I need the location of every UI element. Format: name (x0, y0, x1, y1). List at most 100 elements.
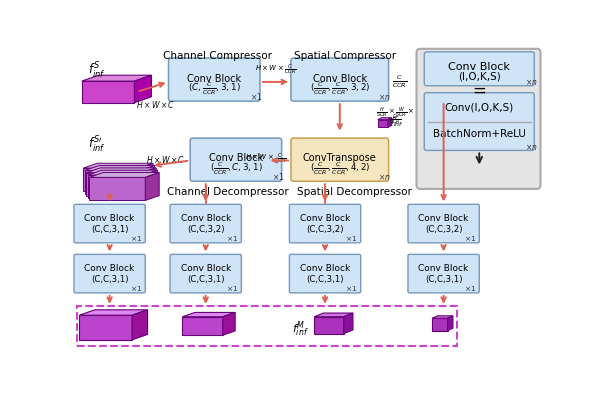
Text: Conv Block: Conv Block (448, 62, 510, 71)
Text: $\times 1$: $\times 1$ (345, 283, 358, 292)
Text: Conv(I,O,K,S): Conv(I,O,K,S) (445, 102, 514, 112)
FancyBboxPatch shape (289, 205, 361, 243)
FancyBboxPatch shape (408, 205, 480, 243)
Text: $H \times W \times \frac{C}{CCR}$: $H \times W \times \frac{C}{CCR}$ (245, 152, 286, 166)
Text: (C,C,3,2): (C,C,3,2) (425, 224, 463, 233)
Text: $(C,\frac{C}{CCR},3,1)$: $(C,\frac{C}{CCR},3,1)$ (188, 81, 240, 97)
Polygon shape (378, 118, 392, 120)
Text: (C,C,3,1): (C,C,3,1) (306, 274, 344, 283)
FancyBboxPatch shape (74, 255, 145, 293)
Text: $\times 1$: $\times 1$ (130, 283, 142, 292)
Text: $\frac{C}{CCR}$: $\frac{C}{CCR}$ (392, 74, 407, 90)
Polygon shape (139, 164, 153, 192)
Text: $\frac{C}{CCR}$: $\frac{C}{CCR}$ (390, 112, 402, 126)
Text: $f_{inf}^{S\prime}$: $f_{inf}^{S\prime}$ (88, 134, 106, 154)
Text: $\times 1$: $\times 1$ (464, 233, 476, 242)
Bar (77, 306, 457, 346)
Text: Conv Block: Conv Block (313, 74, 367, 84)
Polygon shape (85, 166, 155, 171)
Text: =: = (472, 81, 486, 99)
FancyBboxPatch shape (291, 59, 388, 102)
FancyBboxPatch shape (417, 50, 541, 189)
Text: $(\frac{C}{CCR},\frac{C}{CCR},3,2)$: $(\frac{C}{CCR},\frac{C}{CCR},3,2)$ (309, 81, 370, 97)
FancyBboxPatch shape (424, 53, 535, 87)
Text: Conv Block: Conv Block (419, 263, 469, 272)
FancyBboxPatch shape (74, 205, 145, 243)
Text: Spatial Compressor: Spatial Compressor (294, 51, 396, 61)
Text: Conv Block: Conv Block (85, 263, 135, 272)
Text: $\times n$: $\times n$ (525, 77, 538, 87)
Text: $\times 1$: $\times 1$ (130, 233, 142, 242)
Polygon shape (182, 313, 235, 317)
Text: (C,C,3,2): (C,C,3,2) (187, 224, 225, 233)
Text: $f_{inf}^{S}$: $f_{inf}^{S}$ (88, 60, 106, 81)
Text: $\times 1$: $\times 1$ (272, 170, 284, 182)
Text: (C,C,3,1): (C,C,3,1) (91, 274, 128, 283)
Polygon shape (89, 173, 159, 178)
Text: $\times n$: $\times n$ (378, 172, 391, 182)
Text: $f_{inf}^{M}$: $f_{inf}^{M}$ (292, 319, 309, 338)
Text: $\times 1$: $\times 1$ (345, 233, 358, 242)
Text: Conv Block: Conv Block (181, 213, 231, 223)
Text: $f_{inf}^{T}$: $f_{inf}^{T}$ (390, 114, 404, 129)
FancyBboxPatch shape (170, 255, 242, 293)
Text: Conv Block: Conv Block (300, 213, 350, 223)
Text: BatchNorm+ReLU: BatchNorm+ReLU (433, 129, 525, 139)
Polygon shape (432, 316, 453, 318)
Polygon shape (82, 82, 135, 103)
Text: $\frac{H}{SCR} \times \frac{W}{SCR} \times$: $\frac{H}{SCR} \times \frac{W}{SCR} \tim… (376, 105, 415, 119)
Polygon shape (448, 316, 453, 331)
Polygon shape (388, 118, 392, 128)
Text: $(\frac{C}{CCR},\frac{C}{CCR},4,2)$: $(\frac{C}{CCR},\frac{C}{CCR},4,2)$ (309, 160, 370, 176)
Polygon shape (88, 171, 158, 176)
Polygon shape (79, 316, 132, 340)
Polygon shape (432, 318, 448, 331)
Text: (C,C,3,2): (C,C,3,2) (306, 224, 344, 233)
Polygon shape (378, 120, 388, 128)
Polygon shape (144, 171, 158, 198)
Polygon shape (344, 313, 353, 334)
Text: $H \times W \times C$: $H \times W \times C$ (146, 153, 185, 164)
Text: Conv Block: Conv Block (300, 263, 350, 272)
FancyBboxPatch shape (289, 255, 361, 293)
Text: Spatial Decompressor: Spatial Decompressor (297, 186, 412, 196)
Text: Channel Decompressor: Channel Decompressor (167, 186, 288, 196)
Polygon shape (182, 317, 223, 335)
Text: $(\frac{C}{CCR},C,3,1)$: $(\frac{C}{CCR},C,3,1)$ (210, 160, 262, 176)
Text: $H \times W \times \frac{C}{CCR}$: $H \times W \times \frac{C}{CCR}$ (255, 63, 296, 77)
FancyBboxPatch shape (170, 205, 242, 243)
Text: Conv Block: Conv Block (419, 213, 469, 223)
Polygon shape (132, 310, 147, 340)
Text: (C,C,3,1): (C,C,3,1) (425, 274, 463, 283)
Text: Conv Block: Conv Block (209, 153, 263, 163)
Text: $\times n$: $\times n$ (378, 91, 391, 101)
Text: Conv Block: Conv Block (85, 213, 135, 223)
Text: ConvTranspose: ConvTranspose (303, 153, 377, 163)
Polygon shape (88, 176, 144, 198)
Polygon shape (135, 76, 152, 103)
Polygon shape (314, 313, 353, 317)
Polygon shape (83, 169, 139, 192)
Text: (I,O,K,S): (I,O,K,S) (458, 71, 501, 81)
Text: $\times 1$: $\times 1$ (250, 91, 262, 101)
Text: Conv Block: Conv Block (187, 74, 241, 84)
FancyBboxPatch shape (169, 59, 260, 102)
Polygon shape (145, 173, 159, 201)
Text: (C,C,3,1): (C,C,3,1) (187, 274, 225, 283)
Polygon shape (85, 171, 141, 194)
Polygon shape (89, 178, 145, 201)
Polygon shape (223, 313, 235, 335)
Text: $H \times W \times C$: $H \times W \times C$ (136, 98, 175, 109)
Polygon shape (83, 164, 153, 169)
Text: $\times n$: $\times n$ (525, 142, 538, 152)
Polygon shape (314, 317, 344, 334)
Text: Channel Compressor: Channel Compressor (163, 51, 272, 61)
FancyBboxPatch shape (424, 93, 535, 151)
Polygon shape (86, 173, 142, 196)
Text: $\times 1$: $\times 1$ (464, 283, 476, 292)
Text: Conv Block: Conv Block (181, 263, 231, 272)
FancyBboxPatch shape (408, 255, 480, 293)
FancyBboxPatch shape (190, 139, 281, 182)
Text: (C,C,3,1): (C,C,3,1) (91, 224, 128, 233)
Polygon shape (142, 168, 156, 196)
